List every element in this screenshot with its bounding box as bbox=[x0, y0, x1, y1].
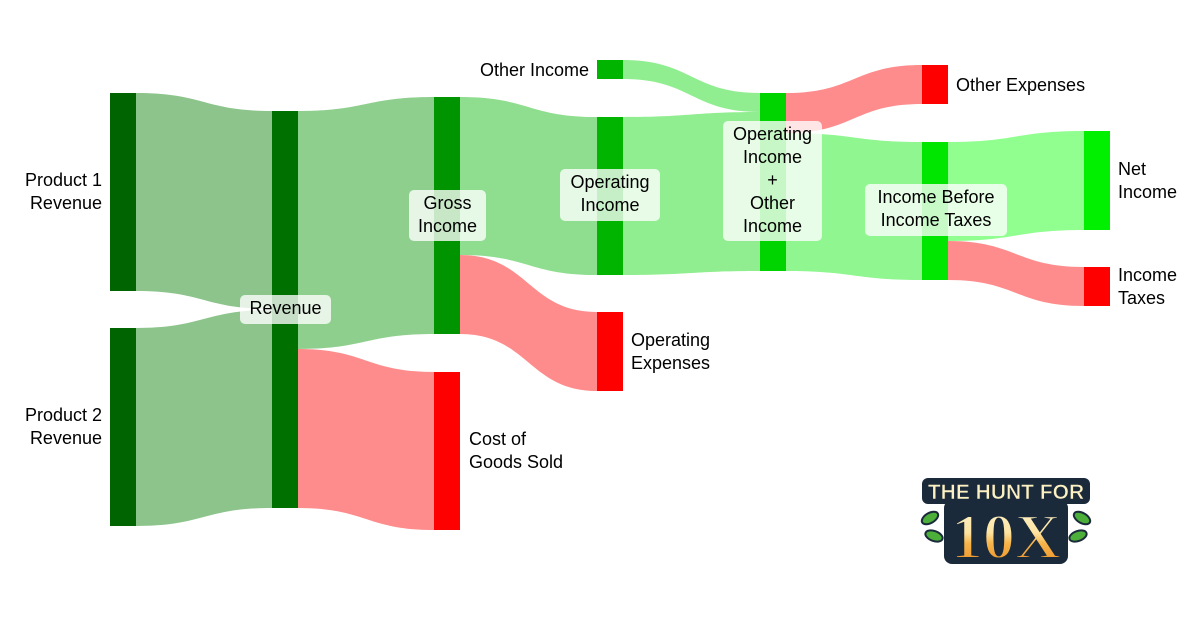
link-p1-to-rev bbox=[136, 93, 272, 309]
label-other-expenses: Other Expenses bbox=[956, 75, 1086, 95]
link-othi-to-oio bbox=[623, 60, 760, 112]
link-gi-to-opex bbox=[460, 255, 597, 391]
label-net-income: Net Income bbox=[1118, 159, 1178, 202]
leaf-left-icon bbox=[920, 510, 944, 543]
label-product-2-revenue: Product 2 Revenue bbox=[24, 405, 102, 448]
label-operating-income: Operating Income bbox=[560, 169, 660, 221]
label-other-income: Other Income bbox=[479, 60, 589, 80]
label-operating-plus-other-income: Operating Income + Other Income bbox=[723, 121, 822, 241]
node-othi bbox=[597, 60, 623, 79]
link-rev-to-cogs bbox=[298, 349, 434, 530]
label-income-before-taxes: Income Before Income Taxes bbox=[865, 184, 1007, 236]
link-ibt-to-tax bbox=[948, 241, 1084, 306]
leaf-right-icon bbox=[1068, 510, 1092, 543]
link-gi-to-oi bbox=[460, 97, 597, 275]
node-tax bbox=[1084, 267, 1110, 306]
logo-line1: THE HUNT FOR bbox=[928, 481, 1084, 504]
label-income-taxes: Income Taxes bbox=[1118, 265, 1178, 308]
label-revenue: Revenue bbox=[240, 295, 331, 324]
link-p2-to-rev bbox=[136, 310, 272, 526]
node-othe bbox=[922, 65, 948, 104]
node-cogs bbox=[434, 372, 460, 530]
node-opex bbox=[597, 312, 623, 391]
node-p2 bbox=[110, 328, 136, 526]
label-operating-expenses: Operating Expenses bbox=[631, 330, 711, 373]
node-ni bbox=[1084, 131, 1110, 230]
label-product-1-revenue: Product 1 Revenue bbox=[24, 170, 102, 213]
label-gross-income: Gross Income bbox=[409, 190, 486, 241]
hunt-for-10x-logo: THE HUNT FOR 10X bbox=[920, 478, 1092, 568]
link-rev-to-gi bbox=[298, 97, 434, 349]
label-cost-of-goods-sold: Cost of Goods Sold bbox=[469, 429, 564, 472]
link-oio-to-othe bbox=[786, 65, 922, 133]
node-p1 bbox=[110, 93, 136, 291]
logo-line2: 10X bbox=[951, 501, 1061, 568]
